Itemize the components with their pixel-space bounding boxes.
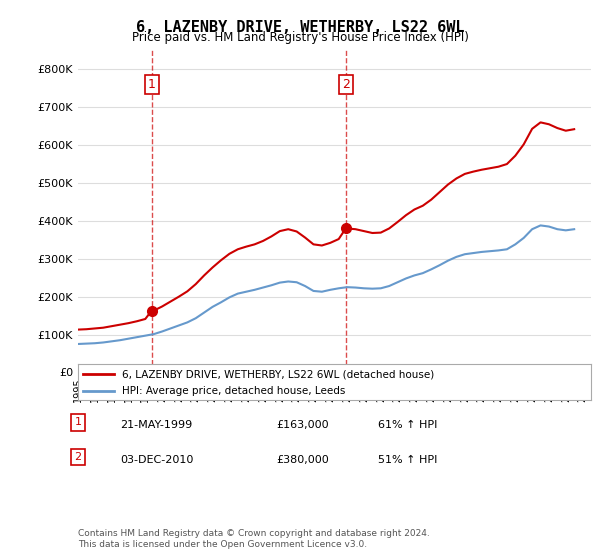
Text: 6, LAZENBY DRIVE, WETHERBY, LS22 6WL: 6, LAZENBY DRIVE, WETHERBY, LS22 6WL — [136, 20, 464, 35]
Text: 03-DEC-2010: 03-DEC-2010 — [120, 455, 193, 465]
Text: 1: 1 — [74, 417, 82, 427]
Text: 51% ↑ HPI: 51% ↑ HPI — [378, 455, 437, 465]
Text: 2: 2 — [74, 452, 82, 462]
Text: 61% ↑ HPI: 61% ↑ HPI — [378, 420, 437, 430]
Text: £163,000: £163,000 — [276, 420, 329, 430]
Text: Contains HM Land Registry data © Crown copyright and database right 2024.
This d: Contains HM Land Registry data © Crown c… — [78, 529, 430, 549]
Text: 6, LAZENBY DRIVE, WETHERBY, LS22 6WL (detached house): 6, LAZENBY DRIVE, WETHERBY, LS22 6WL (de… — [122, 369, 434, 379]
Text: £380,000: £380,000 — [276, 455, 329, 465]
Text: HPI: Average price, detached house, Leeds: HPI: Average price, detached house, Leed… — [122, 386, 345, 396]
Text: Price paid vs. HM Land Registry's House Price Index (HPI): Price paid vs. HM Land Registry's House … — [131, 31, 469, 44]
Text: 2: 2 — [342, 78, 350, 91]
Text: 21-MAY-1999: 21-MAY-1999 — [120, 420, 192, 430]
Text: 1: 1 — [148, 78, 155, 91]
